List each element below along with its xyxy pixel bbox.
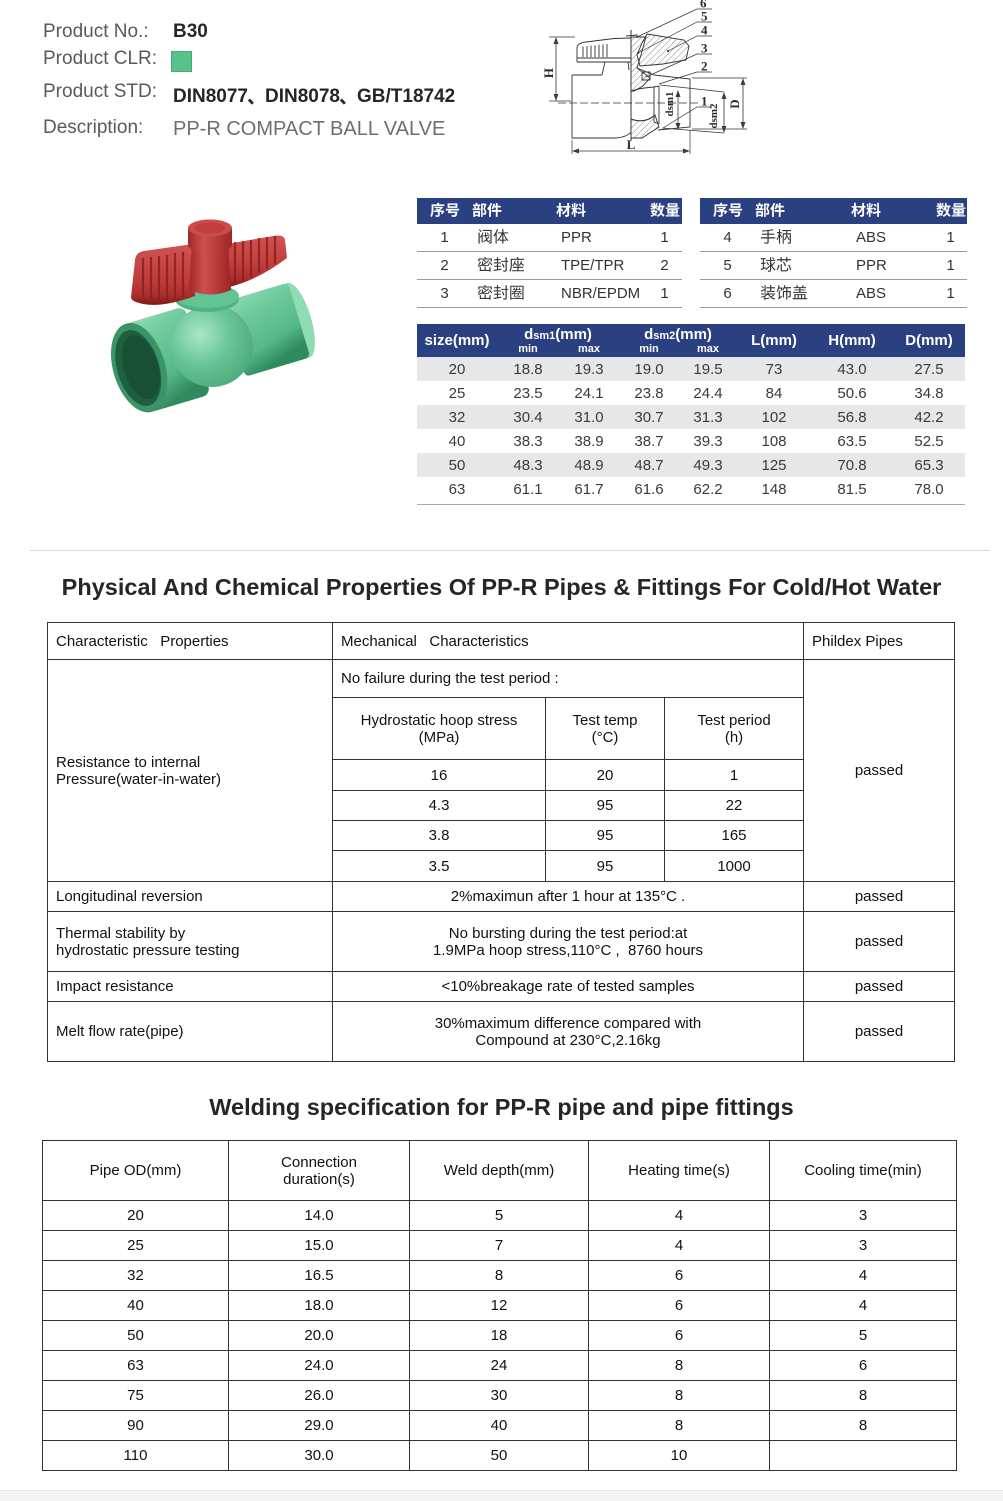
svg-text:5: 5 (701, 9, 708, 24)
svg-text:H: H (541, 68, 556, 78)
svg-text:3: 3 (701, 41, 708, 56)
svg-text:D: D (727, 99, 742, 108)
svg-text:2: 2 (701, 59, 708, 74)
svg-text:6: 6 (700, 0, 707, 11)
svg-text:L: L (627, 137, 636, 152)
svg-text:dsm2: dsm2 (708, 103, 720, 129)
svg-text:1: 1 (701, 94, 708, 109)
svg-text:4: 4 (701, 23, 708, 38)
svg-text:dsm1: dsm1 (664, 91, 676, 116)
